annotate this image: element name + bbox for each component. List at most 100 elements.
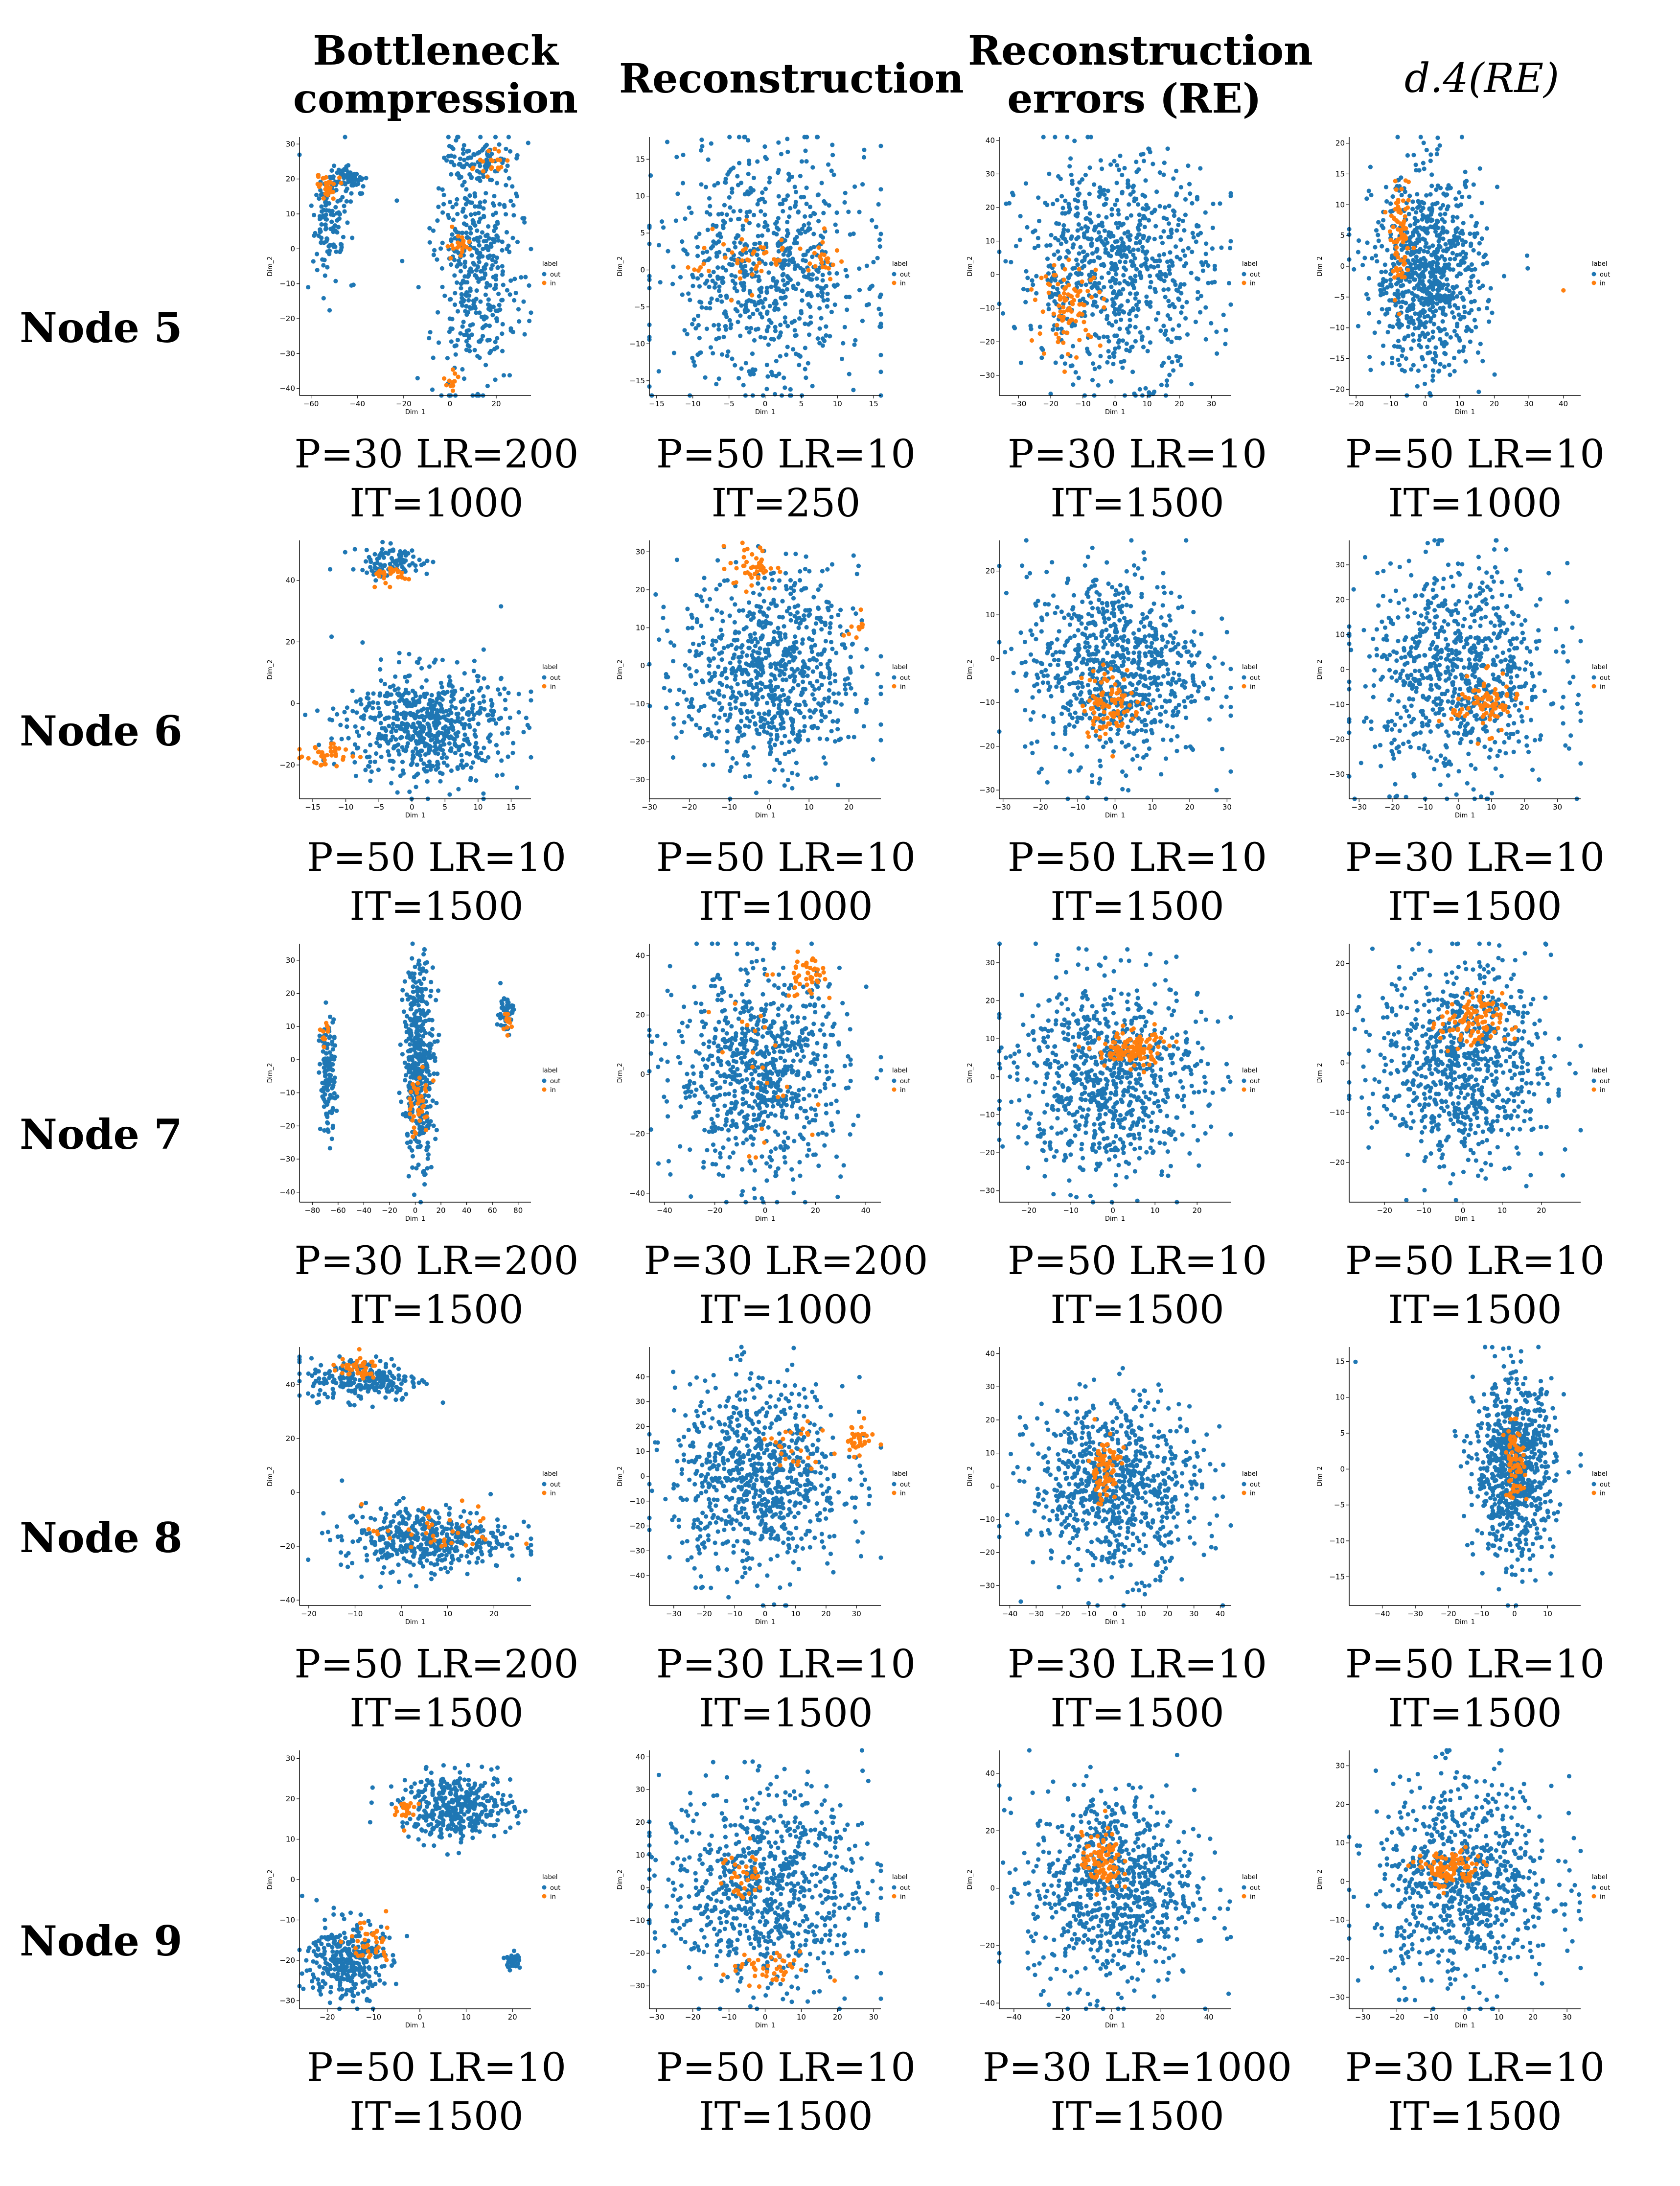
scatter-point-out	[383, 733, 388, 738]
scatter-point-out	[397, 651, 402, 655]
scatter-point-out	[389, 738, 393, 743]
scatter-point-out	[339, 248, 344, 253]
y-tick-label: 40	[986, 136, 995, 145]
scatter-point-out	[465, 310, 471, 315]
scatter-point-out	[1464, 328, 1469, 333]
scatter-point-in	[1082, 302, 1087, 307]
scatter-point-out	[770, 578, 775, 582]
scatter-point-out	[1024, 269, 1029, 274]
scatter-point-out	[450, 326, 455, 331]
scatter-point-out	[776, 227, 781, 232]
scatter-point-in	[1411, 246, 1416, 251]
scatter-point-out	[1221, 312, 1226, 317]
scatter-point-out	[1422, 166, 1427, 171]
scatter-point-out	[1379, 289, 1383, 294]
scatter-point-out	[1129, 281, 1134, 286]
scatter-point-out	[742, 732, 747, 737]
scatter-point-out	[471, 260, 476, 265]
scatter-point-out	[821, 210, 826, 215]
scatter-point-out	[784, 352, 789, 357]
scatter-point-out	[671, 722, 676, 727]
scatter-point-out	[1099, 309, 1104, 314]
scatter-point-out	[331, 230, 336, 234]
caption-params: P=50 LR=10	[1007, 835, 1267, 880]
scatter-point-out	[486, 306, 491, 311]
scatter-point-out	[1410, 332, 1415, 337]
scatter-point-out	[476, 339, 482, 344]
scatter-point-in	[710, 227, 715, 232]
scatter-point-out	[852, 692, 857, 697]
scatter-point-out	[860, 182, 865, 187]
scatter-point-out	[455, 197, 460, 202]
scatter-point-out	[1125, 216, 1129, 221]
scatter-point-out	[468, 776, 473, 781]
scatter-point-out	[1412, 261, 1417, 266]
scatter-point-out	[417, 699, 422, 704]
scatter-point-out	[1366, 296, 1371, 301]
scatter-point-in	[1387, 229, 1392, 234]
scatter-point-out	[1168, 316, 1173, 322]
scatter-point-out	[1435, 135, 1440, 140]
scatter-point-out	[759, 209, 763, 214]
scatter-point-in	[735, 258, 740, 263]
scatter-point-out	[1166, 221, 1172, 226]
scatter-point-out	[1445, 282, 1450, 287]
scatter-point-out	[839, 356, 845, 361]
scatter-point-out	[488, 698, 494, 703]
scatter-point-in	[485, 174, 490, 179]
scatter-point-out	[415, 709, 420, 714]
scatter-point-out	[724, 212, 729, 217]
scatter-point-out	[379, 754, 384, 759]
scatter-point-out	[1421, 322, 1426, 326]
scatter-point-out	[704, 326, 709, 331]
scatter-point-out	[1167, 267, 1172, 272]
scatter-point-out	[756, 274, 761, 279]
scatter-point-out	[776, 711, 781, 716]
scatter-point-out	[1065, 135, 1070, 140]
scatter-point-out	[721, 279, 726, 285]
scatter-point-out	[486, 302, 491, 307]
scatter-point-out	[808, 213, 813, 219]
scatter-point-out	[878, 312, 883, 317]
scatter-point-out	[462, 737, 467, 742]
scatter-point-out	[716, 729, 721, 734]
scatter-point-out	[467, 722, 472, 728]
scatter-point-out	[1157, 253, 1162, 258]
scatter-point-out	[816, 587, 821, 592]
scatter-point-out	[493, 259, 498, 264]
scatter-point-out	[1122, 231, 1127, 236]
scatter-point-out	[805, 361, 810, 366]
scatter-point-out	[743, 749, 748, 754]
scatter-point-out	[461, 151, 466, 156]
scatter-point-out	[412, 725, 417, 730]
scatter-point-out	[455, 211, 460, 216]
scatter-point-out	[1411, 257, 1416, 263]
scatter-point-out	[1152, 236, 1157, 241]
scatter-point-out	[1438, 206, 1443, 211]
scatter-point-out	[773, 328, 778, 333]
y-tick-label: 30	[286, 140, 295, 148]
scatter-point-out	[713, 736, 718, 741]
scatter-point-out	[506, 754, 510, 759]
scatter-point-out	[1143, 178, 1148, 183]
scatter-point-out	[723, 327, 728, 332]
scatter-point-out	[364, 548, 369, 553]
scatter-point-out	[1366, 311, 1372, 316]
scatter-point-out	[1118, 153, 1123, 158]
scatter-point-out	[801, 269, 805, 274]
scatter-point-out	[1400, 300, 1405, 304]
caption-params: P=50 LR=10	[656, 835, 916, 880]
scatter-point-out	[1126, 178, 1130, 183]
scatter-point-out	[1425, 314, 1430, 319]
scatter-point-out	[1463, 359, 1468, 364]
scatter-point-out	[488, 283, 493, 288]
scatter-point-out	[700, 144, 705, 149]
scatter-point-out	[775, 757, 780, 763]
scatter-point-out	[705, 279, 710, 283]
y-tick-label: 20	[1335, 139, 1345, 148]
caption-params: P=50 LR=10	[1345, 1641, 1605, 1687]
scatter-point-out	[358, 191, 363, 196]
scatter-point-in	[1403, 207, 1408, 211]
scatter-point-out	[402, 549, 407, 554]
scatter-point-out	[1066, 210, 1071, 215]
